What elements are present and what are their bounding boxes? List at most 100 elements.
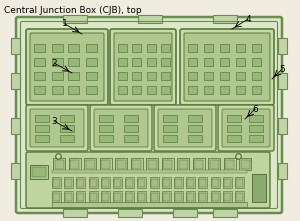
Bar bbox=[193, 158, 205, 170]
Bar bbox=[204, 72, 213, 80]
Bar bbox=[163, 115, 177, 122]
FancyBboxPatch shape bbox=[110, 29, 176, 105]
Bar bbox=[224, 179, 231, 187]
Bar bbox=[11, 38, 20, 54]
Bar bbox=[194, 160, 203, 168]
Bar bbox=[175, 179, 182, 187]
Bar bbox=[118, 72, 127, 80]
Bar bbox=[252, 58, 261, 66]
Bar bbox=[85, 160, 94, 168]
Bar bbox=[147, 86, 156, 94]
FancyBboxPatch shape bbox=[16, 17, 282, 213]
Bar bbox=[114, 193, 121, 201]
Bar bbox=[161, 72, 170, 80]
Bar bbox=[188, 115, 202, 122]
Bar bbox=[113, 191, 122, 202]
Bar bbox=[161, 44, 170, 52]
Bar bbox=[227, 135, 241, 142]
Bar bbox=[101, 177, 110, 188]
Bar bbox=[52, 170, 247, 173]
Bar bbox=[223, 191, 232, 202]
FancyBboxPatch shape bbox=[184, 33, 270, 101]
Bar bbox=[52, 191, 61, 202]
Bar bbox=[200, 179, 206, 187]
Bar bbox=[151, 179, 158, 187]
Bar bbox=[198, 177, 207, 188]
Bar bbox=[124, 115, 138, 122]
Bar bbox=[278, 118, 287, 134]
Bar bbox=[224, 158, 236, 170]
Bar bbox=[126, 193, 133, 201]
Bar bbox=[63, 15, 87, 23]
Bar bbox=[68, 158, 80, 170]
FancyBboxPatch shape bbox=[26, 152, 270, 208]
Bar bbox=[90, 193, 97, 201]
Bar bbox=[99, 125, 113, 132]
Bar bbox=[125, 177, 134, 188]
Text: 1: 1 bbox=[62, 19, 68, 29]
Bar bbox=[76, 177, 85, 188]
Bar bbox=[35, 135, 49, 142]
Bar bbox=[188, 58, 197, 66]
Bar bbox=[220, 44, 229, 52]
Bar bbox=[132, 72, 141, 80]
Bar bbox=[60, 125, 74, 132]
Bar bbox=[175, 193, 182, 201]
Bar bbox=[235, 177, 244, 188]
Bar bbox=[132, 58, 141, 66]
Bar bbox=[34, 72, 45, 80]
Bar bbox=[52, 58, 63, 66]
Bar bbox=[113, 177, 122, 188]
Bar bbox=[68, 86, 79, 94]
Bar bbox=[236, 193, 243, 201]
Bar bbox=[86, 72, 97, 80]
Bar bbox=[86, 86, 97, 94]
Bar bbox=[178, 160, 188, 168]
Bar bbox=[227, 125, 241, 132]
FancyBboxPatch shape bbox=[90, 105, 152, 151]
Bar bbox=[132, 160, 141, 168]
Bar bbox=[209, 160, 218, 168]
Bar bbox=[177, 158, 189, 170]
Bar bbox=[60, 115, 74, 122]
Bar bbox=[211, 191, 220, 202]
FancyBboxPatch shape bbox=[158, 109, 212, 147]
Bar bbox=[68, 58, 79, 66]
Bar bbox=[115, 158, 127, 170]
Bar bbox=[132, 44, 141, 52]
FancyBboxPatch shape bbox=[94, 109, 148, 147]
Bar bbox=[137, 177, 146, 188]
Bar bbox=[138, 179, 146, 187]
Bar bbox=[278, 163, 287, 179]
Bar bbox=[137, 191, 146, 202]
Bar bbox=[132, 86, 141, 94]
Bar bbox=[34, 44, 45, 52]
Bar bbox=[65, 179, 72, 187]
Bar bbox=[223, 177, 232, 188]
FancyBboxPatch shape bbox=[180, 29, 274, 105]
Bar bbox=[187, 179, 194, 187]
Bar bbox=[60, 135, 74, 142]
Bar bbox=[188, 72, 197, 80]
Bar bbox=[204, 44, 213, 52]
Bar bbox=[150, 177, 159, 188]
Bar bbox=[163, 193, 170, 201]
Bar bbox=[220, 58, 229, 66]
Bar bbox=[227, 115, 241, 122]
Bar bbox=[77, 193, 84, 201]
FancyBboxPatch shape bbox=[30, 109, 84, 147]
Bar bbox=[249, 135, 263, 142]
FancyBboxPatch shape bbox=[26, 105, 88, 151]
Bar bbox=[186, 191, 195, 202]
Bar bbox=[102, 193, 109, 201]
Bar bbox=[53, 179, 60, 187]
Bar bbox=[114, 179, 121, 187]
Bar bbox=[186, 177, 195, 188]
Bar bbox=[249, 115, 263, 122]
Bar bbox=[188, 44, 197, 52]
Bar bbox=[100, 158, 112, 170]
Bar bbox=[212, 179, 219, 187]
Bar bbox=[77, 179, 84, 187]
Bar bbox=[163, 135, 177, 142]
Bar bbox=[198, 191, 207, 202]
